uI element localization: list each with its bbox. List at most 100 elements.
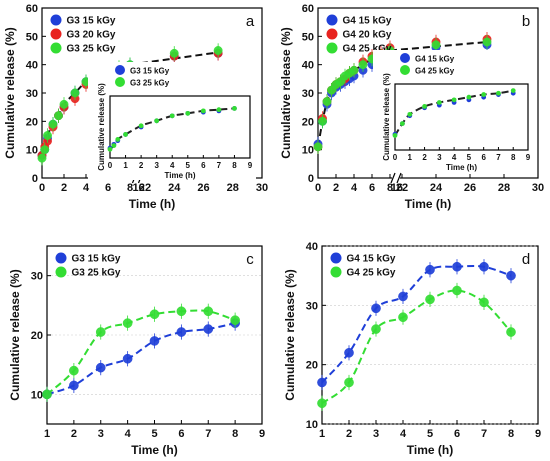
data-point <box>425 264 435 275</box>
legend-marker <box>326 14 338 26</box>
legend-marker <box>330 252 342 264</box>
inset-data-point <box>216 107 222 113</box>
x-tick-label: 9 <box>535 428 541 440</box>
inset-x-tick-label: 3 <box>437 153 442 162</box>
x-tick-label: 6 <box>178 428 184 440</box>
inset-data-point <box>107 146 113 152</box>
y-axis-label: Cumulative release (%) <box>8 269 22 400</box>
y-tick-label: 0 <box>308 173 314 185</box>
y-tick-label: 40 <box>26 60 38 72</box>
x-tick-label: 26 <box>464 182 476 194</box>
y-tick-label: 30 <box>31 271 43 283</box>
data-point <box>149 309 160 320</box>
data-point <box>59 99 69 109</box>
inset-data-point <box>115 137 121 142</box>
x-tick-label: 2 <box>61 182 67 194</box>
x-tick-label: 30 <box>532 182 544 194</box>
legend-label: G4 25 kGy <box>347 268 396 279</box>
data-point <box>42 389 52 400</box>
y-tick-label: 50 <box>302 31 314 43</box>
data-point <box>176 306 187 317</box>
inset-frame <box>109 95 251 159</box>
inset-x-tick-label: 5 <box>467 153 472 162</box>
inset-data-point <box>510 88 516 93</box>
data-point <box>313 142 323 152</box>
y-tick-label: 20 <box>306 360 318 372</box>
y-tick-label: 30 <box>26 88 38 100</box>
legend-label: G4 25 kGy <box>415 67 455 76</box>
x-tick-label: 7 <box>205 428 211 440</box>
legend-label: G4 25 kGy <box>343 44 392 55</box>
data-point <box>122 318 133 328</box>
x-tick-label: 5 <box>427 428 433 440</box>
inset-x-tick-label: 8 <box>232 161 237 170</box>
inset-background <box>373 50 534 172</box>
data-point <box>431 40 441 50</box>
panel-d: 1 2 3 4 5 6 7 8 9 10 20 30 40 Time (h) Cumulative rele… <box>283 241 541 457</box>
x-tick-label: 0 <box>315 182 321 194</box>
panel-label: c <box>246 251 254 268</box>
legend-marker <box>50 42 62 54</box>
x-tick-label: 4 <box>125 428 132 440</box>
legend-marker <box>400 65 410 75</box>
y-tick-label: 10 <box>302 145 314 157</box>
inset-data-point <box>392 133 398 138</box>
legend-marker <box>55 252 67 264</box>
axis-break-mark <box>390 172 396 184</box>
x-tick-label: 6 <box>454 428 460 440</box>
x-tick-label: 28 <box>498 182 510 194</box>
inset-x-tick-label: 6 <box>201 161 206 170</box>
inset-x-tick-label: 7 <box>496 153 501 162</box>
legend-label: G4 15 kGy <box>343 16 392 27</box>
y-tick-label: 40 <box>306 241 318 253</box>
data-point <box>479 261 489 272</box>
data-point <box>371 303 381 314</box>
x-tick-label: 3 <box>98 428 104 440</box>
legend-label: G3 15 kGy <box>130 67 170 76</box>
inset-x-tick-label: 9 <box>248 161 253 170</box>
data-point <box>344 377 354 388</box>
x-axis-label: Time (h) <box>407 443 453 457</box>
legend-marker <box>330 266 342 278</box>
data-point <box>95 362 106 373</box>
y-tick-label: 0 <box>32 173 38 185</box>
data-point <box>482 37 492 47</box>
legend-label: G3 20 kGy <box>67 30 116 41</box>
x-tick-label: 6 <box>369 182 375 194</box>
inset-x-tick-label: 0 <box>108 161 113 170</box>
inset-frame <box>394 83 529 151</box>
x-tick-label: 9 <box>259 428 265 440</box>
y-axis-label: Cumulative release (%) <box>279 27 293 158</box>
x-tick-label: 8 <box>387 182 393 194</box>
fit-line <box>46 322 236 396</box>
inset-x-tick-label: 9 <box>526 153 531 162</box>
x-tick-label: 2 <box>71 428 77 440</box>
x-tick-label: 2 <box>333 182 339 194</box>
y-tick-label: 40 <box>302 60 314 72</box>
inset-x-tick-label: 8 <box>511 153 516 162</box>
y-tick-label: 10 <box>26 145 38 157</box>
inset-x-tick-label: 2 <box>422 153 427 162</box>
inset-x-tick-label: 3 <box>154 161 159 170</box>
x-tick-label: 8 <box>508 428 514 440</box>
x-tick-label: 8 <box>232 428 238 440</box>
inset-x-axis-label: Time (h) <box>446 163 477 172</box>
x-axis-label: Time (h) <box>131 443 177 457</box>
legend-label: G3 15 kGy <box>72 254 121 265</box>
data-point <box>40 145 50 155</box>
y-tick-label: 30 <box>302 88 314 100</box>
data-point <box>95 327 106 337</box>
data-point <box>176 327 187 337</box>
y-tick-label: 20 <box>31 330 43 342</box>
legend-label: G4 15 kGy <box>415 55 455 64</box>
x-tick-label: 16 <box>132 182 144 194</box>
data-point <box>69 380 79 391</box>
x-tick-label: 3 <box>373 428 379 440</box>
panel-label: d <box>522 251 530 268</box>
y-tick-label: 30 <box>306 300 318 312</box>
x-axis-label: Time (h) <box>405 197 451 211</box>
legend-label: G3 25 kGy <box>72 268 121 279</box>
